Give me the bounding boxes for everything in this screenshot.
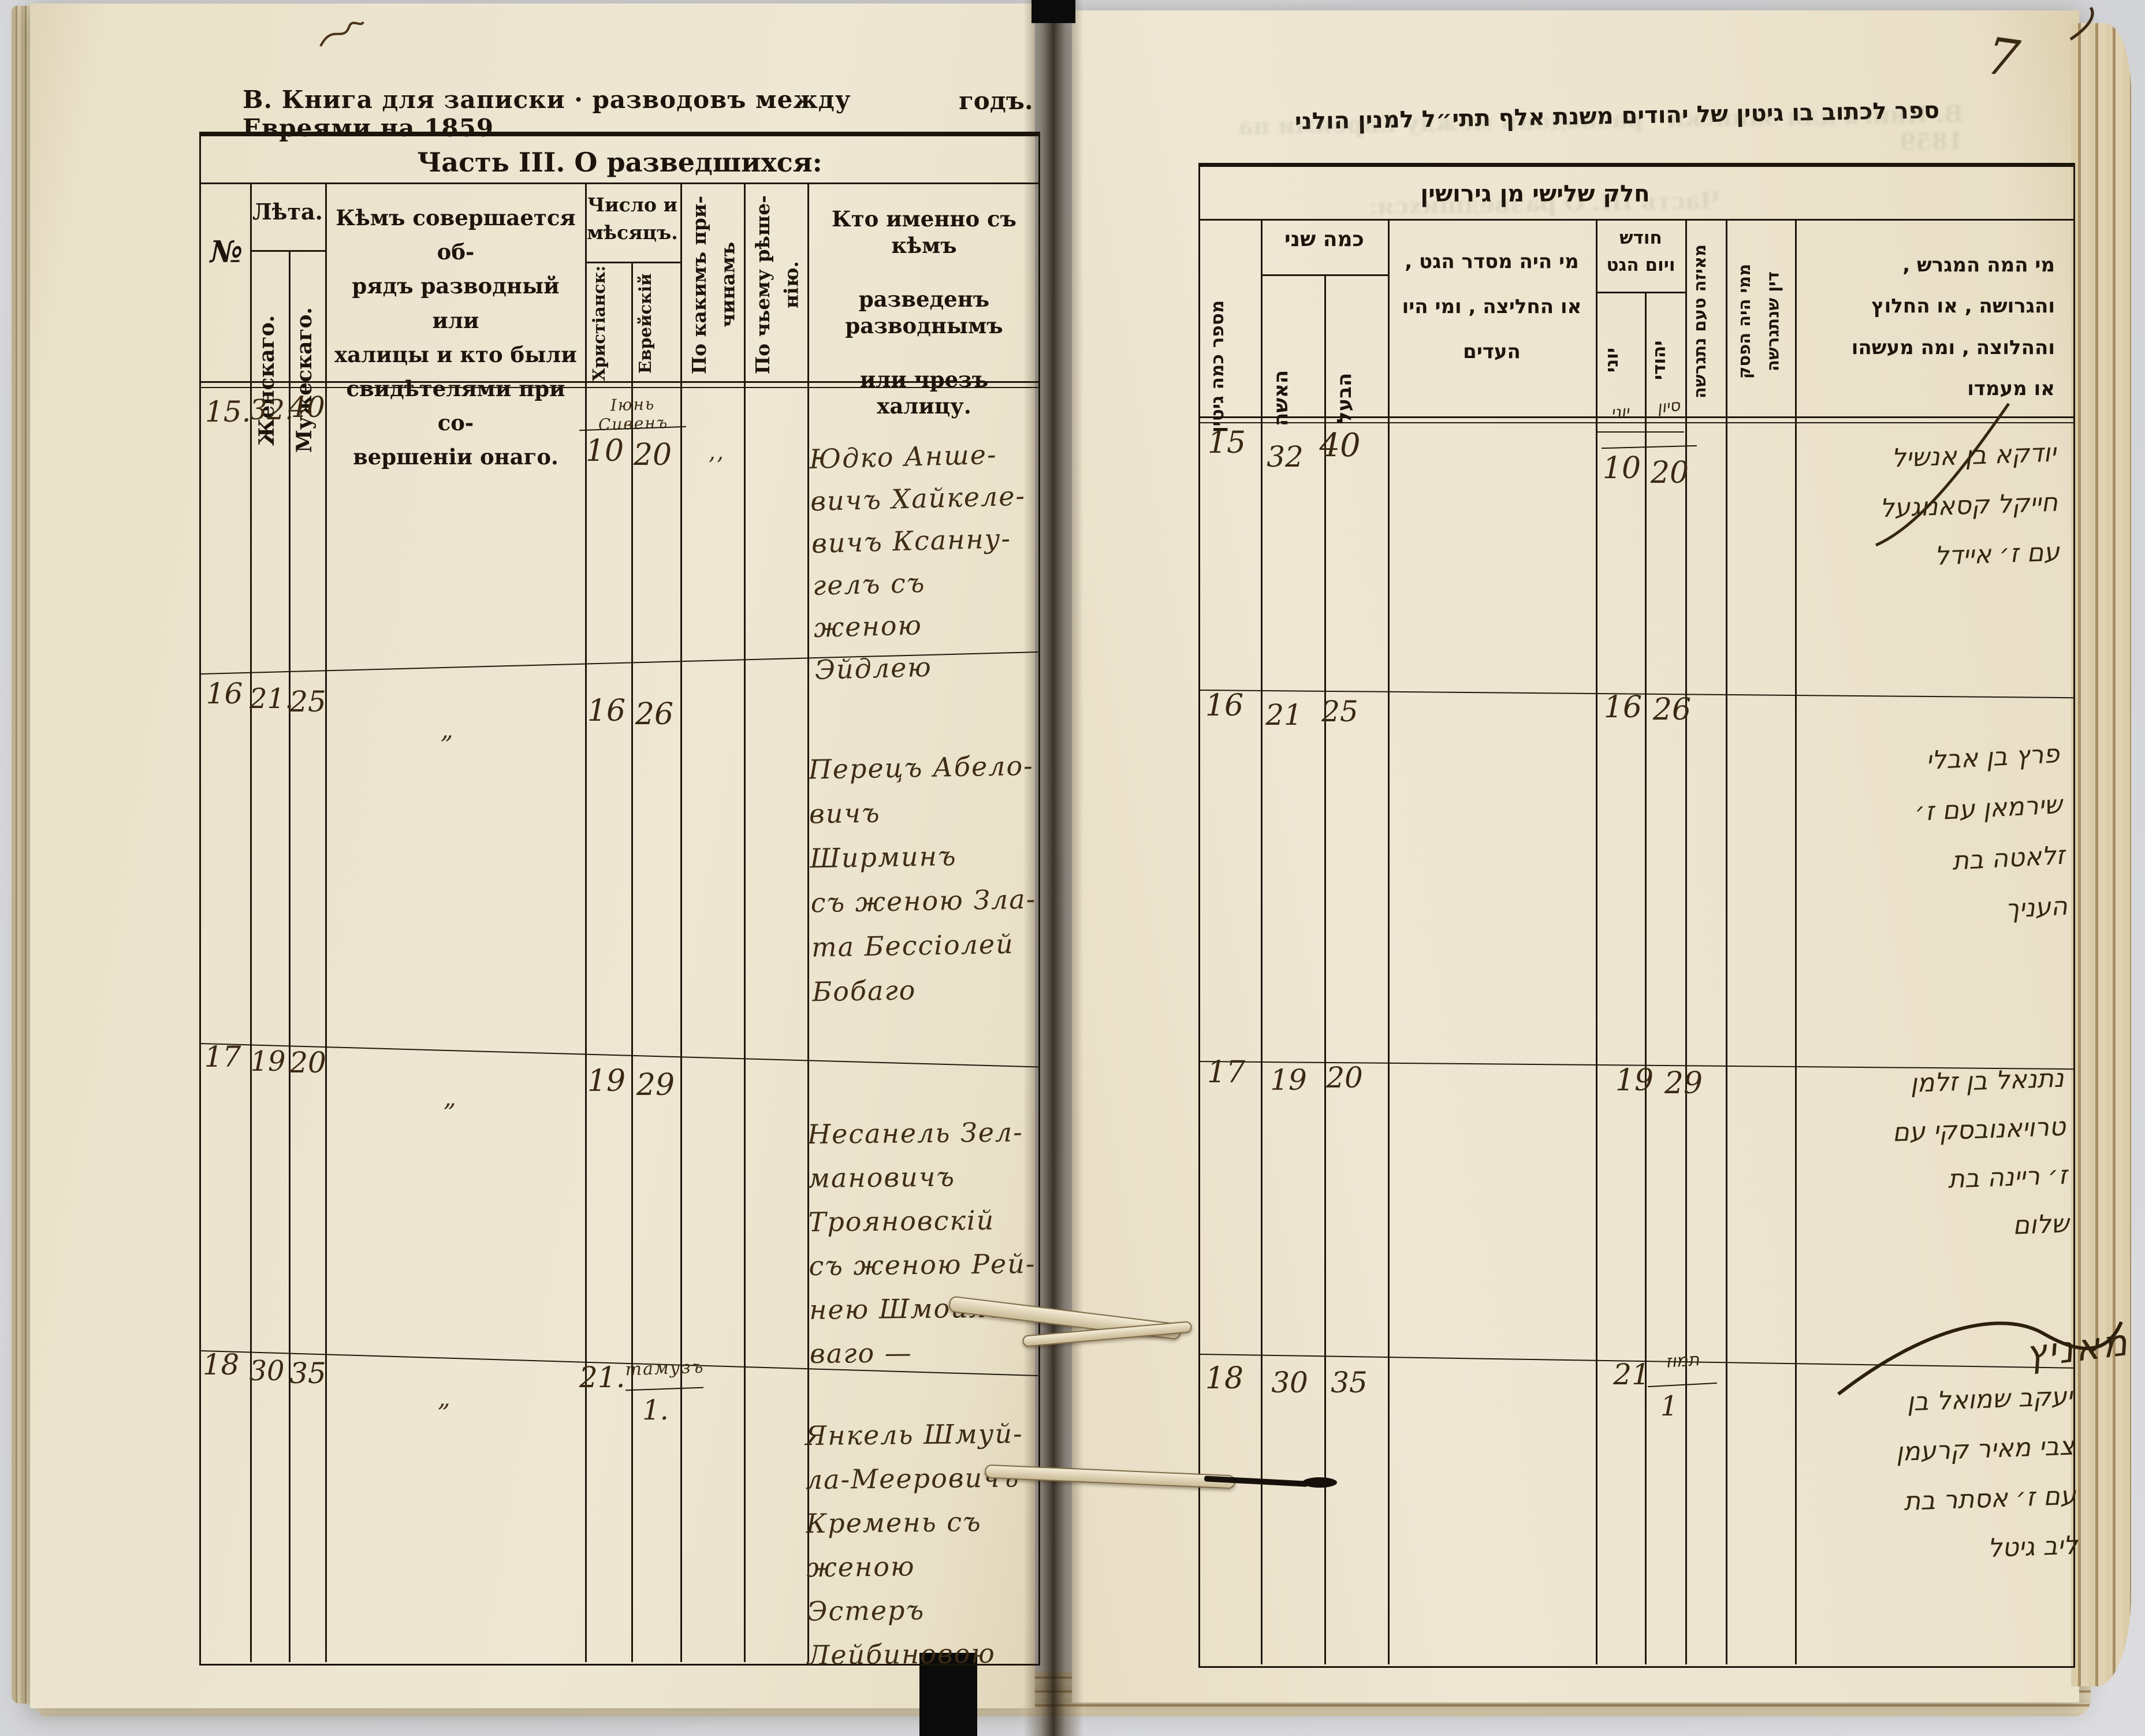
entry-number: 17 (204, 1040, 241, 1074)
date-civil: 10 (1602, 451, 1641, 486)
spine-tab-top (1031, 0, 1075, 23)
date-civil: 21 (1613, 1358, 1650, 1391)
age-husband: 25 (1321, 695, 1358, 728)
col-header-date-civil: יוני (1602, 348, 1622, 373)
pen-squiggle (319, 21, 364, 47)
divorce-entry: Несанель Зел- мановичъ Трояновскій съ же… (807, 1116, 1036, 1370)
right-section-title: חלק שלישי מן גירושין (1420, 181, 1650, 207)
age-husband: 35 (1331, 1366, 1368, 1399)
ink-blot (1302, 1477, 1337, 1488)
age-male: 25 (289, 685, 326, 718)
col-header-decision: ממי היה הפסק דין שנתגרשה (1734, 263, 1783, 379)
divorce-entry: Перецъ Абело- вичъ Ширминъ съ женою Зла-… (808, 750, 1037, 1008)
col-header-who-with-whom: Кто именно съ кѣмъ разведенъ разводнымъ … (832, 206, 1016, 419)
age-female: 19 (250, 1045, 286, 1078)
age-husband: 40 (1319, 427, 1361, 464)
left-page-title: В. Книга для записки · разводовъ между Е… (243, 85, 851, 142)
date-christian: 16 (587, 694, 626, 728)
divorce-entry: פרץ בן אבלי שירמאן עם ז׳ זלאטה בת העניך (1913, 739, 2068, 925)
age-female: 30 (249, 1355, 285, 1387)
reason-mark: ’’ (708, 453, 725, 478)
age-wife: 32 (1267, 440, 1304, 474)
age-husband: 20 (1326, 1061, 1363, 1094)
left-page (30, 3, 1035, 1708)
corner-pen-mark (2069, 6, 2094, 41)
date-christian: 10 (585, 434, 624, 468)
date-jewish: 1 (1660, 1390, 1678, 1422)
pen-flourish (1875, 403, 2010, 547)
date-jewish: 20 (633, 438, 672, 472)
date-jewish: 1. (642, 1394, 669, 1426)
col-header-number: № (210, 234, 243, 270)
left-section-title: Часть III. О разведшихся: (417, 147, 822, 178)
col-header-decision: По чьему рѣше- нію. (751, 195, 803, 374)
col-header-years-group: כמה שני (1284, 228, 1364, 251)
divorce-entry: נתנאל בן זלמן טרויאנובסקי עם ז׳ ריינה בת… (1891, 1063, 2070, 1240)
ditto-mark: „ (444, 1083, 457, 1112)
entry-number: 16 (206, 677, 243, 710)
col-header-date-christian: Христіанск: (589, 265, 609, 381)
page-stack-edge-right (2071, 23, 2131, 1686)
divorce-entry: Янкель Шмуй- ла-Мееровичъ Кремень съ жен… (805, 1418, 1023, 1671)
pen-flourish (1837, 1321, 2123, 1396)
book-spine (1023, 0, 1083, 1736)
right-page (1072, 10, 2079, 1703)
age-wife: 19 (1270, 1063, 1307, 1097)
age-male: 20 (289, 1046, 326, 1079)
col-header-performed-by: Кѣмъ совершается об- рядъ разводный или … (334, 205, 577, 470)
spine-tab-bottom (919, 1653, 977, 1736)
col-header-years-husband: הבעל (1333, 372, 1356, 423)
date-christian: 21. (579, 1361, 625, 1394)
entry-number: 18 (202, 1348, 240, 1381)
col-header-reason: מאיזה טעם נתגרשה (1690, 244, 1710, 398)
col-header-years-group: Лѣта. (252, 199, 323, 225)
date-jewish: 26 (1652, 692, 1692, 727)
col-header-who: מי המה המגרש , והגרושה , או החלוץ וההלוצ… (1851, 254, 2055, 401)
col-header-date-group: Число и мѣсяцъ. (587, 193, 678, 244)
col-header-years-male: Мужескаго. (292, 307, 316, 453)
col-header-date-jewish: Еврейскій (635, 273, 655, 374)
entry-number: 16 (1205, 688, 1244, 723)
entry-number: 17 (1206, 1055, 1246, 1090)
entry-number: 15. (205, 395, 251, 429)
right-table: חלק שלישי מן גירושין מספר כמה גיטין כמה … (1198, 163, 2132, 1668)
age-wife: 30 (1271, 1366, 1308, 1399)
month-note: тамузъ (624, 1357, 705, 1380)
col-header-years-female: Женскаго. (255, 315, 279, 446)
entry-number: 18 (1205, 1361, 1244, 1396)
col-header-arranger: מי היה מסדר הגט , או החליצה , ומי היו הע… (1402, 250, 1582, 364)
date-jewish: 29 (636, 1068, 675, 1102)
date-jewish: 29 (1664, 1066, 1703, 1101)
month-note-jewish: תמוז (1664, 1349, 1700, 1373)
age-male: 40 (288, 390, 325, 424)
age-female: 21. (249, 683, 294, 715)
ditto-mark: „ (441, 716, 455, 744)
date-christian: 19 (587, 1064, 626, 1098)
left-page-title-year: годъ. (959, 87, 1033, 115)
age-female: 32. (249, 394, 294, 426)
age-male: 35 (289, 1357, 326, 1390)
month-note-civil: יוני (1610, 401, 1630, 423)
entry-number: 15 (1207, 426, 1246, 460)
date-civil: 16 (1603, 690, 1643, 725)
date-jewish: 20 (1650, 456, 1689, 490)
ditto-mark: „ (438, 1384, 452, 1412)
col-header-reasons: По какимъ при- чинамъ (688, 195, 739, 374)
date-jewish: 26 (635, 697, 674, 732)
col-header-date-group: חודש ויום הגט (1606, 228, 1675, 275)
left-table: Часть III. О разведшихся: № Лѣта. Женска… (199, 132, 1040, 1671)
date-civil: 19 (1615, 1063, 1654, 1098)
divorce-entry: Юдко Анше- вичъ Хайкеле- вичъ Ксанну- ге… (809, 438, 1026, 686)
age-wife: 21 (1265, 698, 1302, 732)
